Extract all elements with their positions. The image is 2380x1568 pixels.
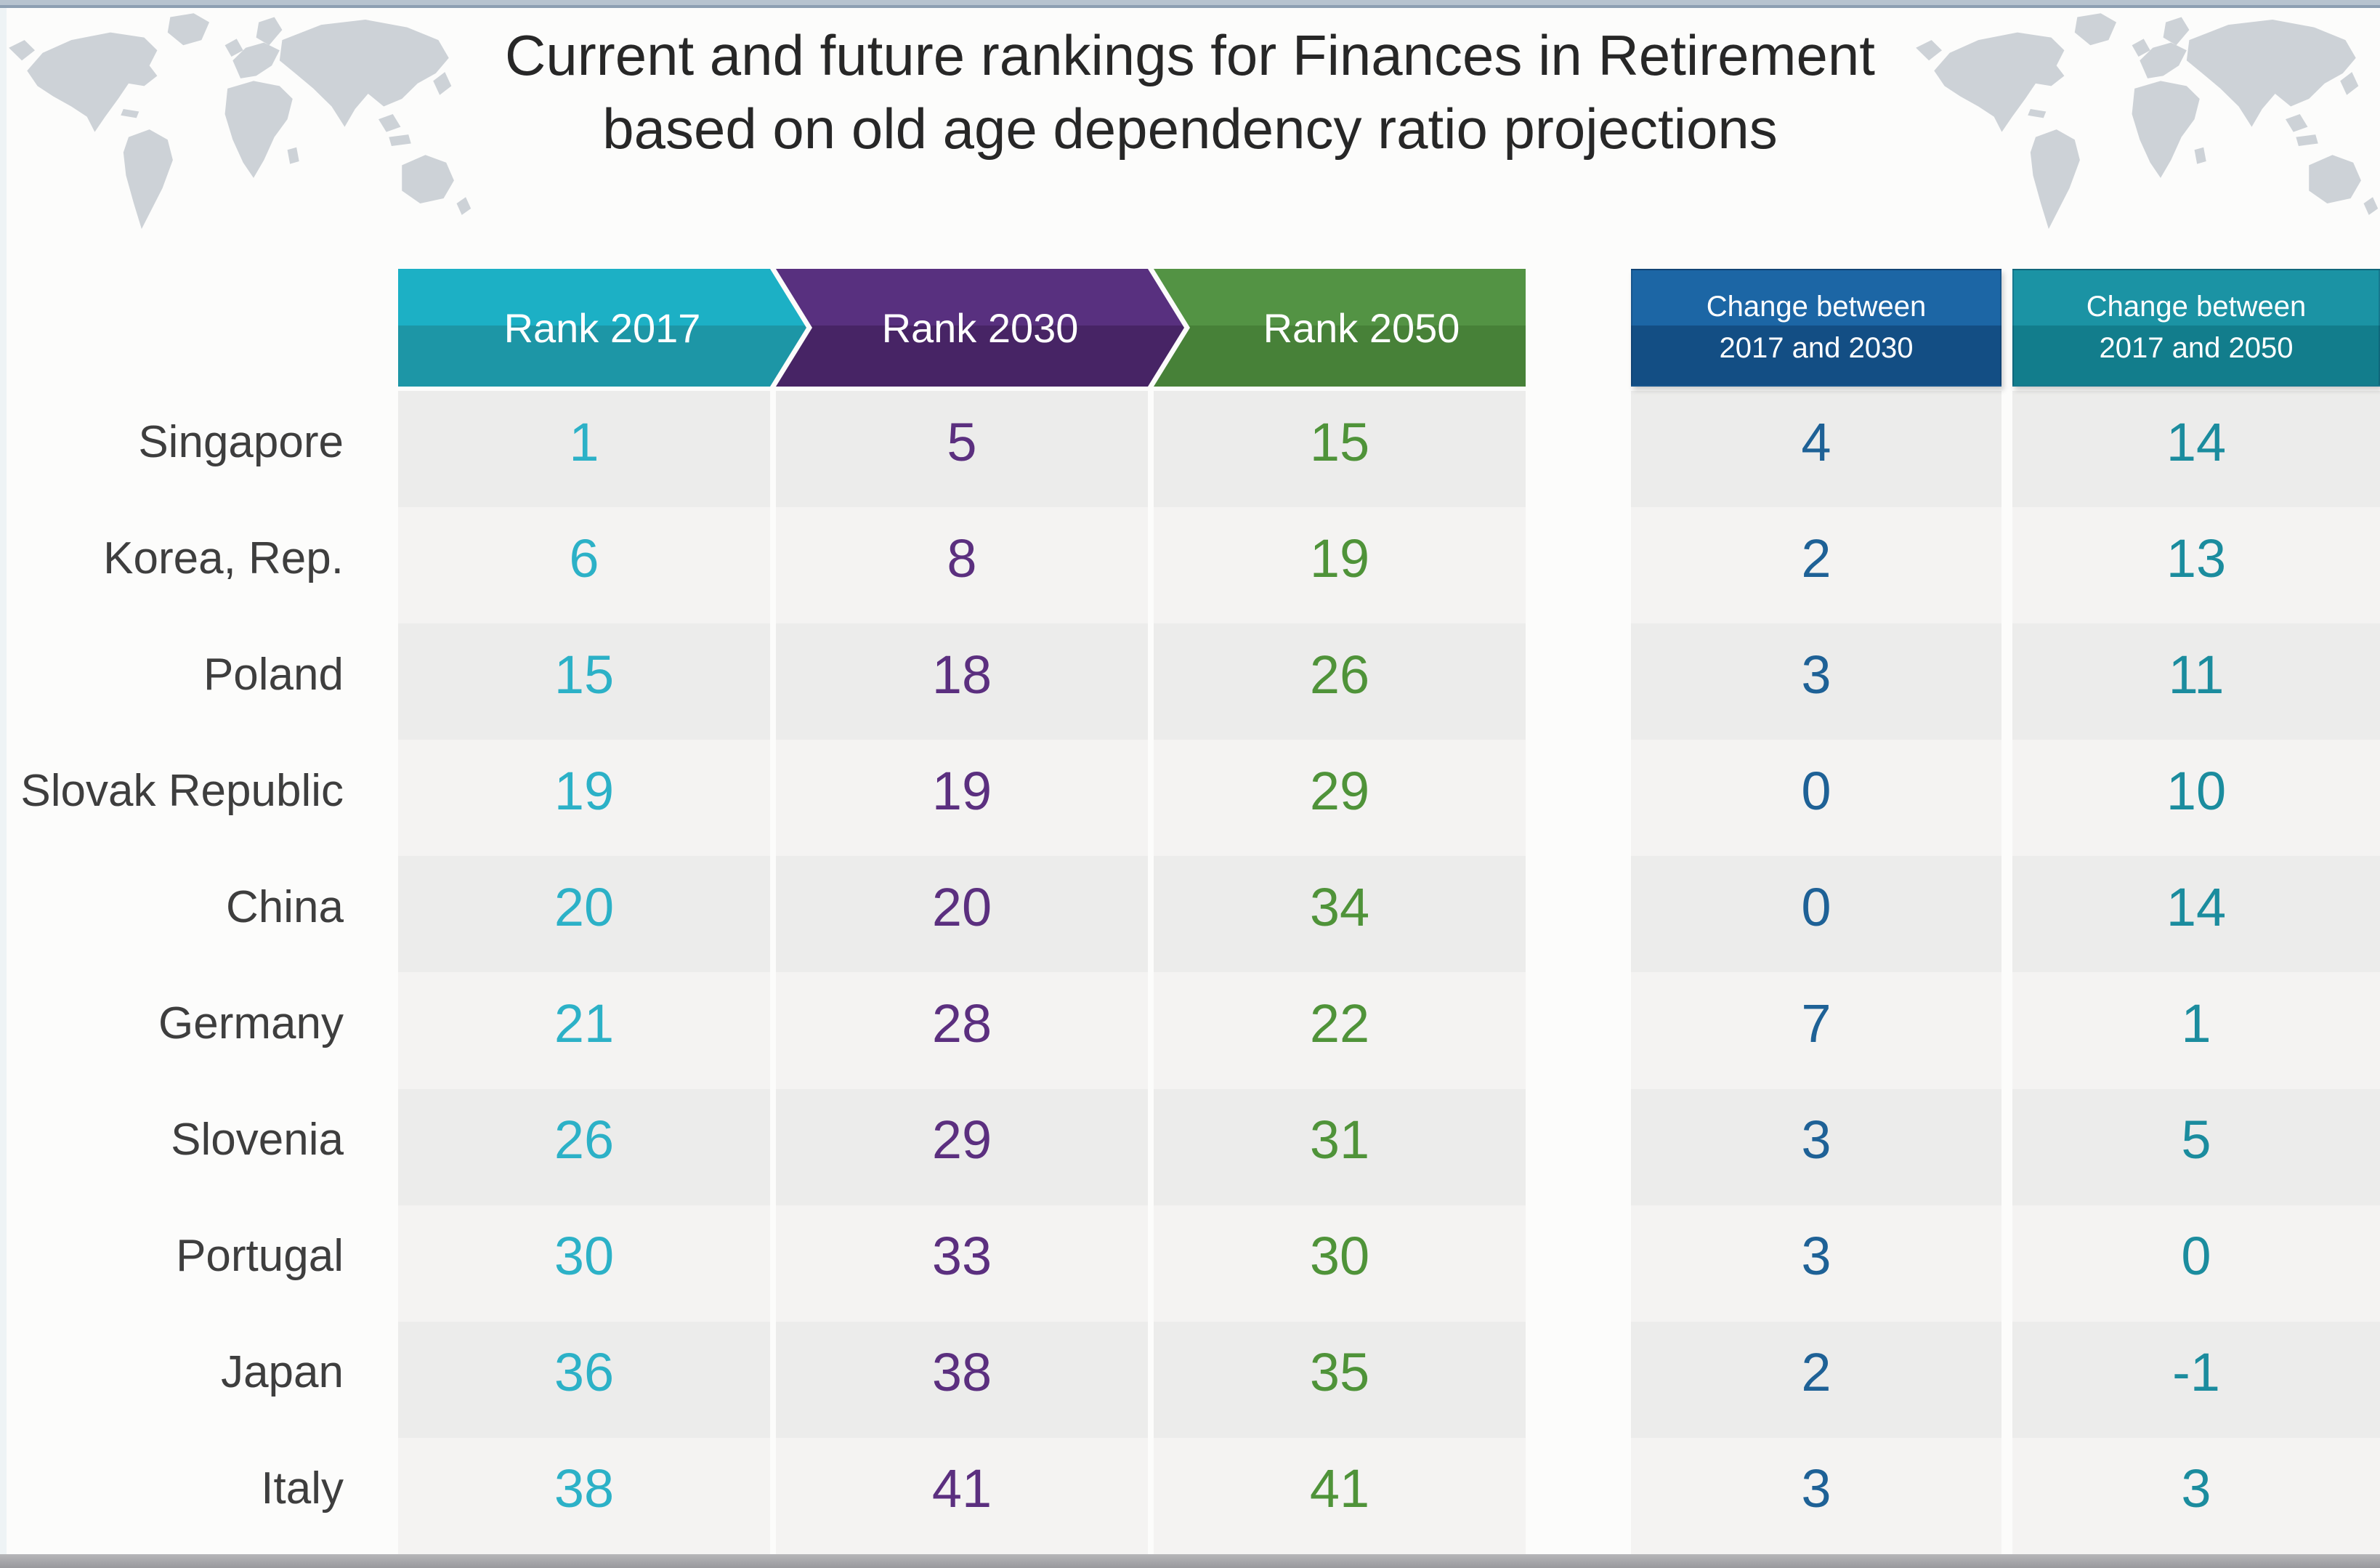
change-2017-2030-value: 7 (1631, 972, 2001, 1089)
change-2017-2030-value: 3 (1631, 623, 2001, 740)
rank-2050-value: 15 (1154, 391, 1526, 508)
rank-2050-value: 19 (1154, 507, 1526, 624)
change-2017-2050-value: 14 (2012, 856, 2380, 973)
change-2017-2030-value: 3 (1631, 1088, 2001, 1205)
column-header-rank-2050: Rank 2050 (1154, 269, 1526, 387)
column-header-change-2017-2050: Change between 2017 and 2050 (2012, 269, 2380, 387)
row-country-label: Portugal (176, 1231, 344, 1282)
window-left-edge (0, 8, 7, 1554)
column-header-change-2017-2030-line1: Change between (1706, 291, 1927, 323)
column-header-rank-2030-label: Rank 2030 (881, 304, 1079, 351)
change-2017-2050-value: -1 (2012, 1321, 2380, 1438)
rank-2050-value: 31 (1154, 1088, 1526, 1205)
row-country-label: Slovak Republic (20, 765, 344, 816)
table-row: Korea, Rep. 6 8 19 2 13 (0, 507, 2380, 624)
column-header-rank-2017-label: Rank 2017 (503, 304, 701, 351)
change-2017-2050-value: 10 (2012, 740, 2380, 857)
row-country-label: Singapore (138, 416, 344, 467)
page-title-line1: Current and future rankings for Finances… (505, 23, 1875, 87)
change-2017-2030-value: 4 (1631, 391, 2001, 508)
table-row: Germany 21 28 22 7 1 (0, 972, 2380, 1089)
row-country-label: Italy (261, 1463, 344, 1514)
change-2017-2030-value: 3 (1631, 1437, 2001, 1554)
table-row: Singapore 1 5 15 4 14 (0, 391, 2380, 508)
table-row: Italy 38 41 41 3 3 (0, 1437, 2380, 1554)
rank-2017-value: 20 (398, 856, 770, 973)
change-2017-2050-value: 14 (2012, 391, 2380, 508)
rank-2017-value: 30 (398, 1205, 770, 1322)
world-map-icon (9, 13, 471, 230)
change-2017-2050-value: 11 (2012, 623, 2380, 740)
change-2017-2030-value: 2 (1631, 1321, 2001, 1438)
rank-2030-value: 20 (776, 856, 1148, 973)
rank-2030-value: 18 (776, 623, 1148, 740)
rank-2030-value: 41 (776, 1437, 1148, 1554)
row-country-label: China (226, 881, 344, 932)
rank-2050-value: 30 (1154, 1205, 1526, 1322)
rank-2030-value: 19 (776, 740, 1148, 857)
change-2017-2030-value: 3 (1631, 1205, 2001, 1322)
row-country-label: Korea, Rep. (103, 533, 344, 583)
table-row: Poland 15 18 26 3 11 (0, 623, 2380, 740)
table-row: China 20 20 34 0 14 (0, 856, 2380, 973)
column-header-change-2017-2050-line1: Change between (2086, 291, 2307, 323)
change-2017-2050-value: 13 (2012, 507, 2380, 624)
rank-2017-value: 26 (398, 1088, 770, 1205)
rank-2017-value: 19 (398, 740, 770, 857)
rank-2017-value: 15 (398, 623, 770, 740)
change-2017-2050-value: 0 (2012, 1205, 2380, 1322)
rank-2017-value: 36 (398, 1321, 770, 1438)
rank-2030-value: 5 (776, 391, 1148, 508)
rankings-table: Singapore 1 5 15 4 14 Korea, Rep. 6 8 19 2 13 Poland… (0, 391, 2380, 1554)
table-row: Slovak Republic 19 19 29 0 10 (0, 740, 2380, 857)
column-header-change-2017-2030: Change between 2017 and 2030 (1631, 269, 2001, 387)
row-country-label: Germany (158, 998, 344, 1049)
column-header-change-2017-2030-line2: 2017 and 2030 (1719, 332, 1914, 364)
change-2017-2050-value: 1 (2012, 972, 2380, 1089)
column-header-rank-2030: Rank 2030 (776, 269, 1184, 387)
table-row: Slovenia 26 29 31 3 5 (0, 1088, 2380, 1205)
column-header-rank-2050-label: Rank 2050 (1263, 304, 1460, 351)
page-title: Current and future rankings for Finances… (0, 19, 2380, 166)
table-row: Portugal 30 33 30 3 0 (0, 1205, 2380, 1322)
rank-2050-value: 22 (1154, 972, 1526, 1089)
row-country-label: Poland (203, 649, 344, 700)
rank-2017-value: 1 (398, 391, 770, 508)
change-2017-2030-value: 0 (1631, 856, 2001, 973)
rank-2017-value: 6 (398, 507, 770, 624)
rank-2050-value: 41 (1154, 1437, 1526, 1554)
rank-2030-value: 38 (776, 1321, 1148, 1438)
page-title-line2: based on old age dependency ratio projec… (602, 97, 1778, 161)
rank-2017-value: 21 (398, 972, 770, 1089)
row-country-label: Japan (221, 1347, 344, 1398)
rank-2050-value: 29 (1154, 740, 1526, 857)
world-map-icon (1916, 13, 2379, 230)
change-2017-2030-value: 0 (1631, 740, 2001, 857)
rank-2050-value: 34 (1154, 856, 1526, 973)
column-header-rank-2017: Rank 2017 (398, 269, 806, 387)
table-row: Japan 36 38 35 2 -1 (0, 1321, 2380, 1438)
row-country-label: Slovenia (171, 1115, 344, 1165)
window-bottom-edge (0, 1554, 2380, 1568)
rank-2017-value: 38 (398, 1437, 770, 1554)
rank-2030-value: 8 (776, 507, 1148, 624)
rank-2030-value: 29 (776, 1088, 1148, 1205)
rank-2050-value: 35 (1154, 1321, 1526, 1438)
rank-2030-value: 33 (776, 1205, 1148, 1322)
change-2017-2050-value: 3 (2012, 1437, 2380, 1554)
column-header-change-2017-2050-line2: 2017 and 2050 (2099, 332, 2294, 364)
rank-2030-value: 28 (776, 972, 1148, 1089)
change-2017-2050-value: 5 (2012, 1088, 2380, 1205)
change-2017-2030-value: 2 (1631, 507, 2001, 624)
window-top-edge (0, 0, 2380, 8)
rank-2050-value: 26 (1154, 623, 1526, 740)
